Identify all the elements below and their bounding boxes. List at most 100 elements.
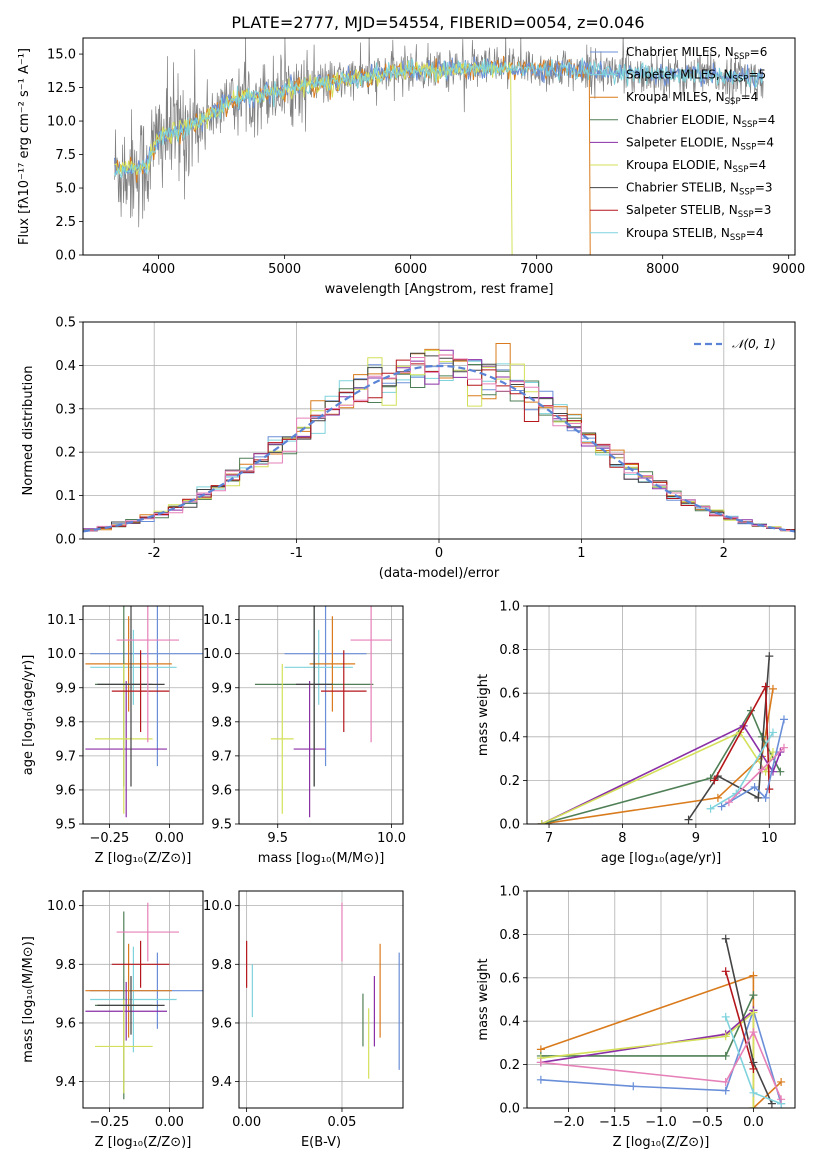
panel-mass-vs-metallicity: −0.25 0.00 9.4 9.6 9.8 10.0 Z [log₁₀(Z/Z⊙)] mas… bbox=[21, 890, 204, 1150]
y-tick-label: 9.6 bbox=[211, 1016, 232, 1031]
legend-entry-count: =6 bbox=[750, 45, 768, 59]
y-tick-label: 0.0 bbox=[499, 1102, 520, 1117]
y-tick-label: 9.4 bbox=[55, 1075, 76, 1090]
plus-marker bbox=[536, 1075, 545, 1084]
plus-marker bbox=[706, 774, 715, 783]
x-tick-label: −1.0 bbox=[645, 1115, 677, 1130]
panel-mass-weight-vs-age: 7 8 9 10 0.0 0.2 0.4 0.6 0.8 1.0 age [log₁₀(age/yr… bbox=[476, 600, 796, 866]
plus-marker bbox=[749, 1104, 758, 1108]
figure-title: PLATE=2777, MJD=54554, FIBERID=0054, z=0… bbox=[231, 13, 644, 32]
errorbar-point bbox=[90, 606, 203, 767]
mass-weight-line bbox=[728, 747, 785, 803]
plus-marker bbox=[721, 967, 730, 976]
legend-entry-name: Chabrier STELIB, N bbox=[626, 181, 739, 195]
plus-marker bbox=[757, 732, 766, 741]
plus-marker bbox=[749, 1028, 758, 1037]
legend-entry: Salpeter STELIB, NSSP=3 bbox=[626, 203, 771, 220]
errorbar-point bbox=[116, 902, 179, 962]
y-tick-label: 10.1 bbox=[47, 613, 76, 628]
y-axis-label: age [log₁₀(age/yr)] bbox=[21, 655, 36, 776]
mass-weight-line bbox=[540, 1030, 782, 1100]
y-tick-label: 9.8 bbox=[55, 958, 76, 973]
legend-entry-count: =4 bbox=[748, 158, 766, 172]
x-axis-label: Z [log₁₀(Z/Z⊙)] bbox=[95, 1135, 192, 1150]
legend-entry-subscript: SSP bbox=[733, 165, 749, 175]
plot-area bbox=[537, 652, 788, 824]
plus-marker bbox=[721, 1051, 730, 1060]
x-tick-label: 5000 bbox=[268, 262, 301, 277]
plus-marker bbox=[777, 1095, 786, 1104]
plus-marker bbox=[768, 684, 777, 693]
plus-marker bbox=[721, 1012, 730, 1021]
x-tick-label: 0.00 bbox=[155, 1115, 184, 1130]
spectrum-data-line bbox=[114, 38, 764, 228]
y-tick-label: 0.8 bbox=[499, 928, 520, 943]
y-tick-label: 0.4 bbox=[499, 730, 520, 745]
errorbar-point bbox=[116, 606, 179, 743]
axes-frame bbox=[82, 890, 204, 1109]
errorbar-point bbox=[111, 650, 170, 733]
legend-entry: Salpeter MILES, NSSP=5 bbox=[626, 68, 766, 85]
y-tick-label: 9.9 bbox=[211, 681, 232, 696]
axes-frame bbox=[82, 37, 796, 256]
legend-entry-subscript: SSP bbox=[730, 233, 746, 243]
errorbar-point bbox=[309, 616, 356, 712]
mass-weight-line bbox=[687, 656, 771, 821]
legend-entry: Kroupa ELODIE, NSSP=4 bbox=[626, 158, 766, 175]
plus-marker bbox=[749, 1088, 758, 1097]
legend-entry-name: Chabrier ELODIE, N bbox=[626, 113, 742, 127]
y-tick-label: 9.5 bbox=[55, 818, 76, 833]
y-tick-label: 10.0 bbox=[203, 647, 232, 662]
mass-weight-line bbox=[721, 719, 785, 808]
plus-marker bbox=[724, 798, 733, 807]
x-axis-label: E(B-V) bbox=[301, 1135, 341, 1150]
x-tick-label: 8000 bbox=[646, 262, 679, 277]
y-tick-label: 9.4 bbox=[211, 1075, 232, 1090]
y-tick-label: 0.4 bbox=[499, 1015, 520, 1030]
errorbar-point bbox=[90, 629, 177, 705]
x-tick-label: 0.05 bbox=[328, 1115, 357, 1130]
x-tick-label: −0.5 bbox=[691, 1115, 723, 1130]
spectrum-model-line bbox=[114, 57, 764, 179]
mass-weight-line bbox=[713, 683, 771, 790]
plus-marker bbox=[765, 652, 774, 661]
mass-weight-line bbox=[541, 688, 774, 824]
mass-weight-line bbox=[724, 971, 755, 1070]
x-tick-label: 9.5 bbox=[267, 831, 288, 846]
plus-marker bbox=[749, 991, 758, 1000]
axes-frame bbox=[238, 890, 404, 1109]
legend-entry: Chabrier MILES, NSSP=6 bbox=[626, 45, 767, 62]
legend-entry-name: Salpeter MILES, N bbox=[626, 68, 733, 82]
plot-area bbox=[85, 902, 203, 1100]
x-tick-label: −2.0 bbox=[553, 1115, 585, 1130]
plot-area bbox=[254, 606, 392, 818]
y-tick-label: 10.0 bbox=[47, 899, 76, 914]
legend-entry-count: =3 bbox=[754, 203, 772, 217]
plus-marker bbox=[779, 743, 788, 752]
legend-entry-count: =4 bbox=[758, 113, 776, 127]
y-tick-label: 0.8 bbox=[499, 643, 520, 658]
errorbar-point bbox=[85, 943, 172, 1038]
x-tick-label: 10 bbox=[761, 831, 778, 846]
plot-area bbox=[536, 934, 786, 1108]
y-tick-label: 0.0 bbox=[55, 249, 76, 264]
plus-marker bbox=[721, 934, 730, 943]
legend-entry-name: Kroupa STELIB, N bbox=[626, 226, 730, 240]
errorbar-point bbox=[95, 663, 153, 814]
legend-entry-subscript: SSP bbox=[738, 210, 754, 220]
y-tick-label: 9.8 bbox=[211, 958, 232, 973]
errorbar-point bbox=[284, 629, 353, 705]
x-axis-label: mass [log₁₀(M/M⊙)] bbox=[258, 851, 385, 866]
y-tick-label: 0.2 bbox=[499, 774, 520, 789]
plus-marker bbox=[777, 1077, 786, 1086]
legend-entry: Salpeter ELODIE, NSSP=4 bbox=[626, 135, 774, 152]
plus-marker bbox=[721, 1077, 730, 1086]
y-tick-label: 1.0 bbox=[499, 885, 520, 900]
panel-mass-vs-extinction: 0.00 0.05 9.4 9.6 9.8 10.0 E(B-V) bbox=[203, 890, 404, 1150]
errorbar-point bbox=[85, 616, 172, 712]
legend-entry: Chabrier STELIB, NSSP=3 bbox=[626, 181, 773, 198]
x-axis-label: Z [log₁₀(Z/Z⊙)] bbox=[95, 851, 192, 866]
x-tick-label: 7000 bbox=[520, 262, 553, 277]
x-axis-label: (data-model)/error bbox=[379, 566, 500, 581]
plus-marker bbox=[754, 793, 763, 802]
